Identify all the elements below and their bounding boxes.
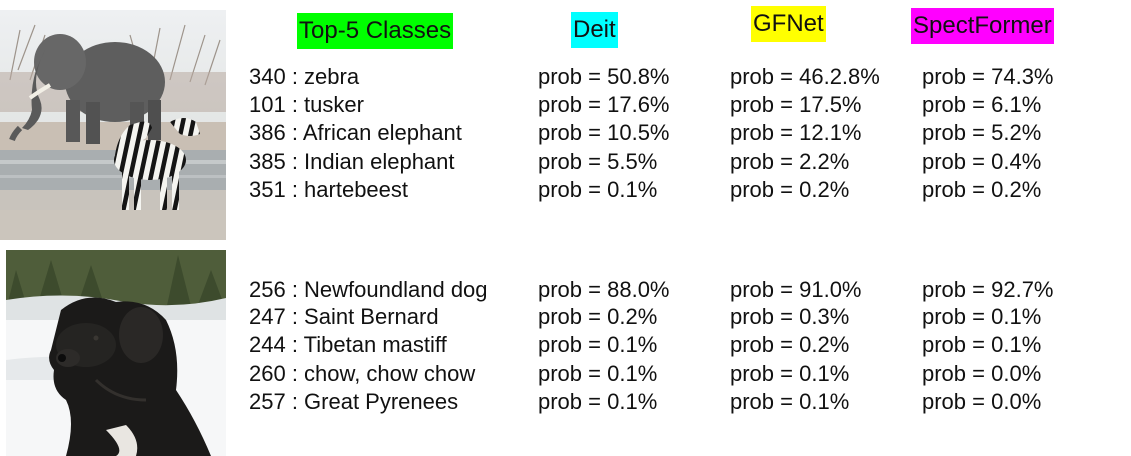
header-gfnet: GFNet xyxy=(751,6,826,42)
gfnet-prob: prob = 0.2% xyxy=(730,332,850,357)
gfnet-prob: prob = 0.2% xyxy=(730,177,850,202)
gfnet-prob: prob = 2.2% xyxy=(730,149,850,174)
elephant-zebra-photo xyxy=(0,10,226,240)
prediction-row: 101 : tusker prob = 17.6% prob = 17.5% p… xyxy=(0,91,1131,119)
newfoundland-dog-photo xyxy=(6,250,226,456)
header-spectformer: SpectFormer xyxy=(911,8,1054,44)
deit-prob: prob = 0.1% xyxy=(538,332,658,357)
deit-prob: prob = 88.0% xyxy=(538,277,670,302)
gfnet-prob: prob = 0.3% xyxy=(730,304,850,329)
gfnet-prob: prob = 91.0% xyxy=(730,277,862,302)
class-label: 101 : tusker xyxy=(249,92,364,117)
prediction-row: 244 : Tibetan mastiff prob = 0.1% prob =… xyxy=(0,331,1131,359)
spectformer-prob: prob = 74.3% xyxy=(922,64,1054,89)
spectformer-prob: prob = 0.0% xyxy=(922,389,1042,414)
spectformer-prob: prob = 0.2% xyxy=(922,177,1042,202)
spectformer-prob: prob = 6.1% xyxy=(922,92,1042,117)
spectformer-prob: prob = 0.4% xyxy=(922,149,1042,174)
deit-prob: prob = 50.8% xyxy=(538,64,670,89)
prediction-row: 257 : Great Pyrenees prob = 0.1% prob = … xyxy=(0,388,1131,416)
spectformer-prob: prob = 0.1% xyxy=(922,304,1042,329)
prediction-row: 260 : chow, chow chow prob = 0.1% prob =… xyxy=(0,360,1131,388)
class-label: 247 : Saint Bernard xyxy=(249,304,439,329)
prediction-row: 386 : African elephant prob = 10.5% prob… xyxy=(0,119,1131,147)
deit-prob: prob = 10.5% xyxy=(538,120,670,145)
gfnet-prob: prob = 0.1% xyxy=(730,389,850,414)
deit-prob: prob = 0.1% xyxy=(538,389,658,414)
class-label: 351 : hartebeest xyxy=(249,177,409,202)
class-label: 260 : chow, chow chow xyxy=(249,361,476,386)
prediction-row: 340 : zebra prob = 50.8% prob = 46.2.8% … xyxy=(0,63,1131,91)
class-label: 385 : Indian elephant xyxy=(249,149,455,174)
spectformer-prob: prob = 5.2% xyxy=(922,120,1042,145)
class-label: 340 : zebra xyxy=(249,64,360,89)
gfnet-prob: prob = 17.5% xyxy=(730,92,862,117)
spectformer-prob: prob = 92.7% xyxy=(922,277,1054,302)
header-deit: Deit xyxy=(571,12,618,48)
deit-prob: prob = 5.5% xyxy=(538,149,658,174)
spectformer-prob: prob = 0.1% xyxy=(922,332,1042,357)
gfnet-prob: prob = 12.1% xyxy=(730,120,862,145)
class-label: 257 : Great Pyrenees xyxy=(249,389,459,414)
gfnet-prob: prob = 46.2.8% xyxy=(730,64,880,89)
header-top5-classes: Top-5 Classes xyxy=(297,13,454,49)
deit-prob: prob = 17.6% xyxy=(538,92,670,117)
prediction-row: 256 : Newfoundland dog prob = 88.0% prob… xyxy=(0,276,1131,304)
prediction-row: 385 : Indian elephant prob = 5.5% prob =… xyxy=(0,148,1131,176)
class-label: 244 : Tibetan mastiff xyxy=(249,332,447,357)
class-label: 386 : African elephant xyxy=(249,120,462,145)
deit-prob: prob = 0.1% xyxy=(538,177,658,202)
deit-prob: prob = 0.1% xyxy=(538,361,658,386)
deit-prob: prob = 0.2% xyxy=(538,304,658,329)
prediction-row: 247 : Saint Bernard prob = 0.2% prob = 0… xyxy=(0,303,1131,331)
gfnet-prob: prob = 0.1% xyxy=(730,361,850,386)
class-label: 256 : Newfoundland dog xyxy=(249,277,488,302)
prediction-row: 351 : hartebeest prob = 0.1% prob = 0.2%… xyxy=(0,176,1131,204)
spectformer-prob: prob = 0.0% xyxy=(922,361,1042,386)
